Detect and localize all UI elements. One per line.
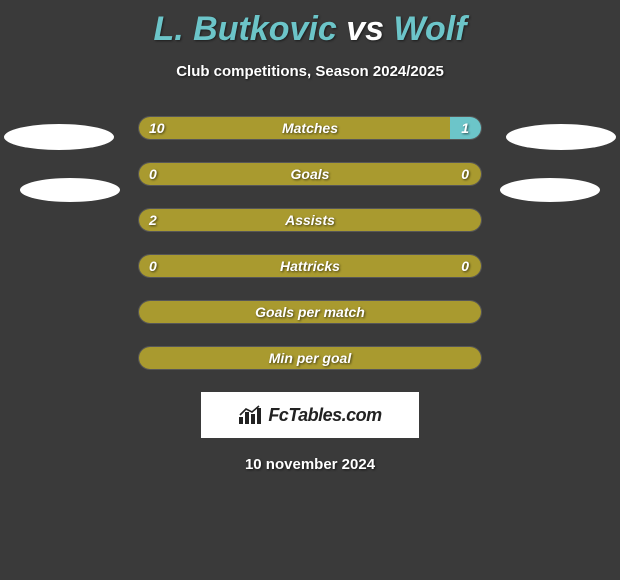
stats-bars: 101Matches00Goals2Assists00HattricksGoal… <box>138 116 482 370</box>
right-value: 0 <box>461 255 469 277</box>
logo-text: FcTables.com <box>268 405 381 426</box>
stat-bar: Min per goal <box>138 346 482 370</box>
comparison-title: L. Butkovic vs Wolf <box>0 0 620 49</box>
player2-name: Wolf <box>393 10 466 48</box>
fctables-logo: FcTables.com <box>201 392 419 438</box>
left-segment <box>139 209 481 231</box>
left-segment <box>139 163 481 185</box>
left-segment <box>139 117 450 139</box>
chart-icon <box>238 405 264 425</box>
stat-bar: 00Goals <box>138 162 482 186</box>
right-value: 0 <box>461 163 469 185</box>
player2-avatar-placeholder <box>500 178 600 202</box>
stat-bar: 00Hattricks <box>138 254 482 278</box>
player1-avatar-placeholder <box>20 178 120 202</box>
left-segment <box>139 255 481 277</box>
left-segment <box>139 301 481 323</box>
left-value: 0 <box>149 163 157 185</box>
left-value: 10 <box>149 117 165 139</box>
stat-bar: 2Assists <box>138 208 482 232</box>
right-value: 1 <box>461 117 469 139</box>
player1-avatar-placeholder <box>4 124 114 150</box>
subtitle: Club competitions, Season 2024/2025 <box>0 63 620 80</box>
stat-bar: 101Matches <box>138 116 482 140</box>
left-segment <box>139 347 481 369</box>
player2-avatar-placeholder <box>506 124 616 150</box>
left-value: 0 <box>149 255 157 277</box>
player1-name: L. Butkovic <box>154 10 337 48</box>
date-text: 10 november 2024 <box>0 456 620 473</box>
vs-text: vs <box>346 10 384 48</box>
stat-bar: Goals per match <box>138 300 482 324</box>
left-value: 2 <box>149 209 157 231</box>
